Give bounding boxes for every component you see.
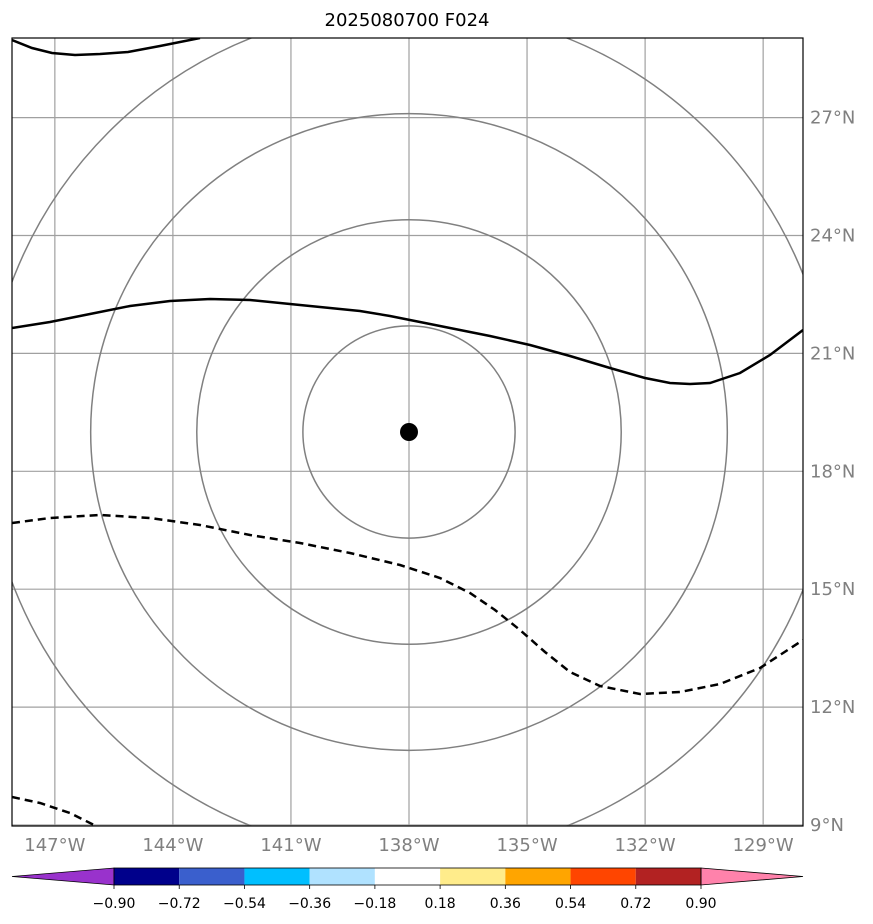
colorbar-segment-8	[570, 868, 636, 885]
colorbar-segment-4	[309, 868, 375, 885]
lon-label: 144°W	[142, 835, 203, 856]
colorbar-extend-low	[11, 867, 115, 886]
storm-center-marker	[400, 423, 418, 441]
contour-solid-north	[12, 38, 201, 57]
lat-label: 12°N	[810, 697, 855, 718]
lon-label: 147°W	[24, 835, 85, 856]
colorbar-segment-1	[114, 868, 180, 885]
lon-label: 135°W	[496, 835, 557, 856]
lat-label: 24°N	[810, 226, 855, 247]
storm-center-dot	[400, 423, 418, 441]
longitude-labels: 147°W 144°W 141°W 138°W 135°W 132°W 129°W	[24, 835, 794, 856]
contour-solid-middle	[12, 297, 803, 386]
colorbar-tick-label: 0.54	[555, 896, 586, 912]
map-content	[12, 38, 803, 826]
lat-label: 21°N	[810, 343, 855, 364]
lon-label: 141°W	[260, 835, 321, 856]
range-rings	[12, 38, 803, 826]
range-ring-3	[89, 112, 729, 752]
colorbar-tick-label: 0.90	[685, 896, 716, 912]
colorbar-tick-label: −0.90	[93, 896, 136, 912]
lon-label: 132°W	[615, 835, 676, 856]
range-ring-2	[196, 219, 622, 645]
map-frame	[11, 37, 804, 827]
range-ring-1	[302, 325, 516, 539]
colorbar-tick-label: 0.72	[620, 896, 651, 912]
colorbar-tick-label: −0.54	[223, 896, 266, 912]
colorbar-extend-high	[700, 867, 804, 886]
colorbar-tick-label: 0.36	[490, 896, 521, 912]
lat-label: 18°N	[810, 461, 855, 482]
contour-dashed-middle	[12, 513, 803, 696]
colorbar-tick-label: −0.36	[288, 896, 331, 912]
colorbar	[11, 867, 804, 886]
colorbar-tick-label: 0.18	[425, 896, 456, 912]
contour-dashed-south	[12, 795, 99, 826]
lon-label: 129°W	[733, 835, 794, 856]
lat-label: 15°N	[810, 579, 855, 600]
lat-label: 9°N	[810, 815, 844, 836]
lat-label: 27°N	[810, 108, 855, 129]
colorbar-tick-label: −0.72	[158, 896, 201, 912]
map-title: 2025080700 F024	[325, 10, 490, 31]
lon-label: 138°W	[378, 835, 439, 856]
latitude-labels: 27°N 24°N 21°N 18°N 15°N 12°N 9°N	[810, 108, 855, 836]
colorbar-tick-labels: −0.90 −0.72 −0.54 −0.36 −0.18 0.18 0.36 0.54 0.7…	[93, 885, 717, 912]
colorbar-segment-7	[505, 868, 571, 885]
colorbar-tick-label: −0.18	[353, 896, 396, 912]
colorbar-segment-6	[440, 868, 506, 885]
colorbar-segment-2	[179, 868, 245, 885]
colorbar-segment-5	[374, 868, 441, 885]
colorbar-segment-3	[244, 868, 310, 885]
colorbar-segment-9	[635, 868, 701, 885]
colorbar-outline	[113, 867, 702, 886]
